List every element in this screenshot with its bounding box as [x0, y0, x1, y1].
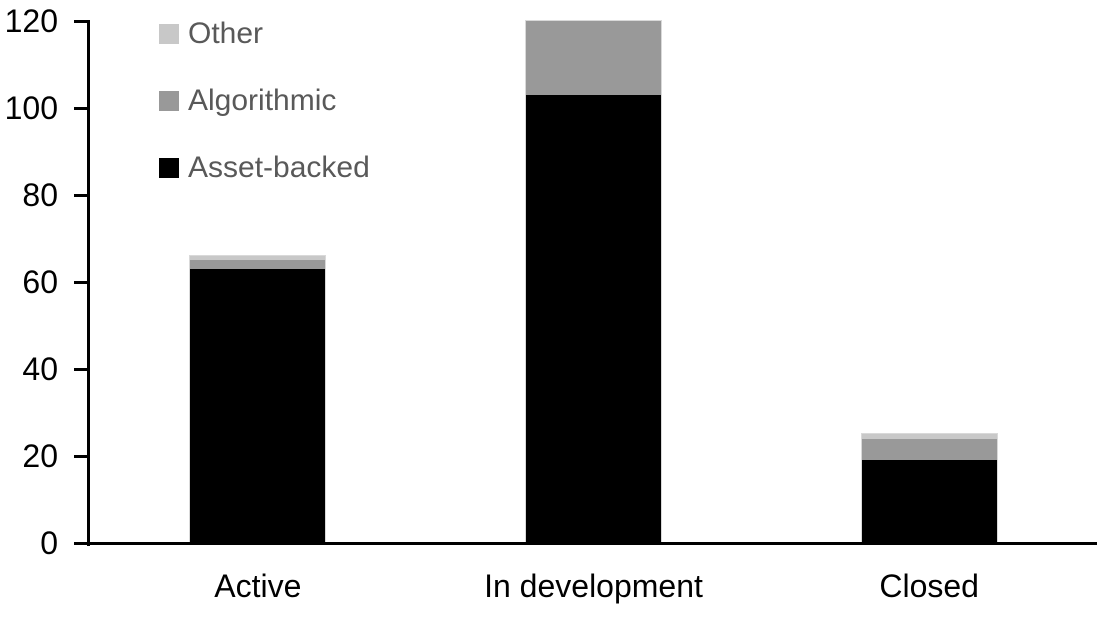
segment-algorithmic [861, 438, 997, 461]
x-axis-category-label: Active [214, 568, 302, 604]
y-axis-tick [74, 280, 87, 284]
segment-other [190, 255, 326, 261]
y-axis-tick-label: 80 [22, 177, 58, 213]
legend-label: Other [188, 17, 264, 50]
y-axis-line [87, 20, 90, 546]
y-axis-tick [74, 193, 87, 197]
segment-algorithmic [526, 21, 661, 95]
x-axis-line [87, 542, 1097, 545]
y-axis-tick [74, 106, 87, 110]
segment-asset-backed [190, 268, 326, 543]
y-axis-tick-label: 100 [4, 90, 58, 126]
segment-algorithmic [190, 260, 326, 269]
y-axis-tick [74, 19, 87, 23]
y-axis-tick-label: 40 [22, 351, 58, 387]
legend-item-algorithmic: Algorithmic [159, 81, 336, 121]
y-axis-tick-label: 20 [22, 438, 58, 474]
y-axis-tick-label: 120 [4, 3, 58, 39]
y-axis-tick [74, 454, 87, 458]
bar-in-development [525, 20, 662, 544]
x-axis-category-label: In development [484, 568, 703, 604]
legend-label: Algorithmic [188, 84, 337, 117]
legend-item-asset-backed: Asset-backed [159, 148, 370, 188]
bar-closed [860, 433, 998, 544]
legend-item-other: Other [159, 14, 263, 54]
segment-other [861, 434, 997, 439]
legend-swatch-icon [159, 158, 179, 178]
segment-asset-backed [861, 460, 997, 543]
y-axis-tick [74, 541, 87, 545]
legend-label: Asset-backed [188, 151, 370, 184]
segment-asset-backed [526, 94, 661, 543]
legend-swatch-icon [159, 24, 179, 44]
x-axis-category-label: Closed [879, 568, 979, 604]
y-axis-tick-label: 60 [22, 264, 58, 300]
y-axis-tick-label: 0 [40, 525, 58, 561]
bar-active [189, 254, 327, 544]
legend-swatch-icon [159, 91, 179, 111]
y-axis-tick [74, 367, 87, 371]
